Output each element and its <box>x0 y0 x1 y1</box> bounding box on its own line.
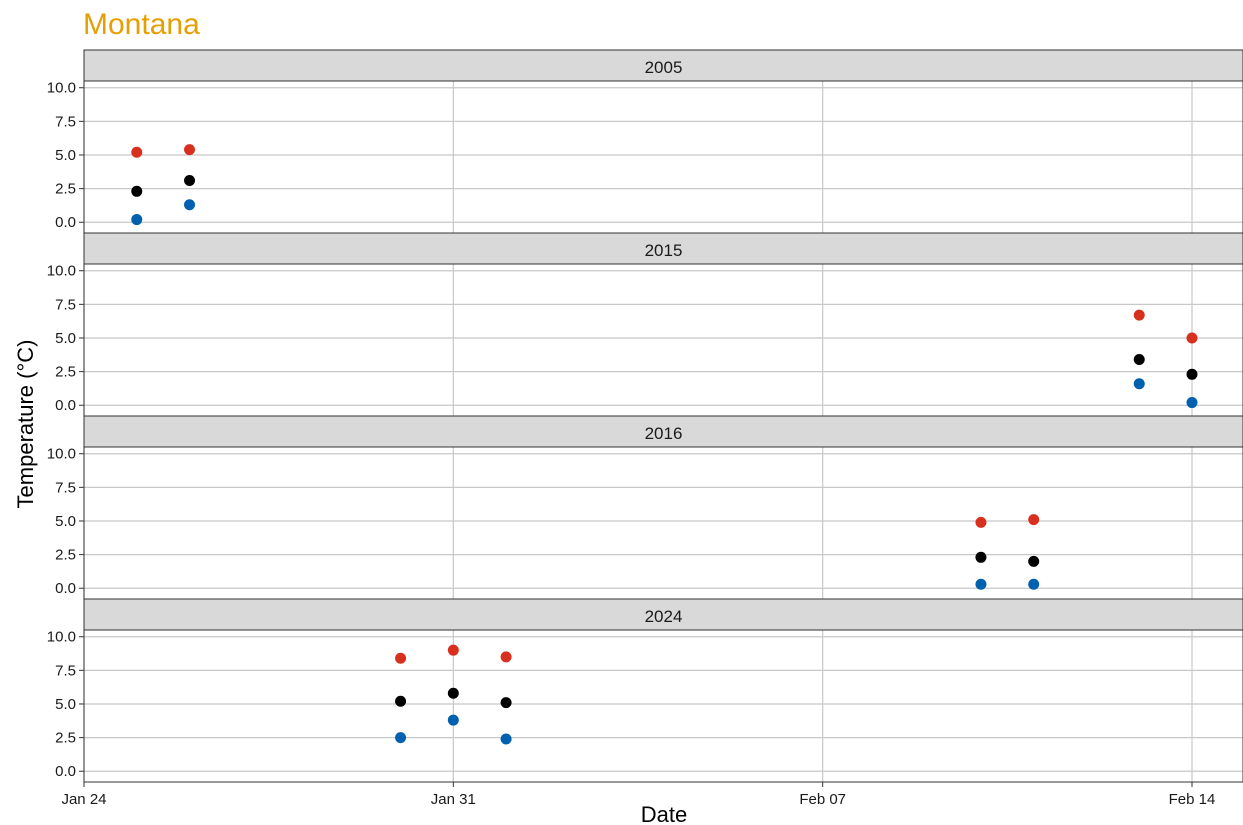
y-tick-label: 10.0 <box>47 446 76 463</box>
data-point-low <box>1028 578 1040 590</box>
data-point-high <box>500 651 512 663</box>
data-point-high <box>1186 332 1198 344</box>
series-low <box>1133 378 1198 409</box>
plot-area <box>83 446 1243 600</box>
y-tick-label: 5.0 <box>55 147 76 164</box>
facet-strip-label: 2016 <box>645 424 683 443</box>
data-point-low <box>184 199 196 211</box>
series-mean <box>1133 354 1198 380</box>
plot-area <box>83 80 1243 234</box>
y-tick-label: 7.5 <box>55 113 76 130</box>
data-point-mean <box>447 687 459 699</box>
series-mean <box>395 687 512 709</box>
y-tick-label: 2.5 <box>55 547 76 564</box>
facet-strip <box>83 598 1243 631</box>
facet-panel-2024: 2024 0.0 2.5 5.0 7.5 10.0 <box>47 598 1243 783</box>
plot-border <box>83 629 1243 783</box>
facet-strip <box>83 415 1243 448</box>
series-low <box>395 714 512 745</box>
x-axis: Jan 24 Jan 31 Feb 07 Feb 14 <box>61 782 1215 808</box>
data-point-low <box>500 733 512 745</box>
series-mean <box>975 551 1040 567</box>
data-point-high <box>447 644 459 656</box>
plot-area <box>83 629 1243 783</box>
data-point-high <box>395 652 407 664</box>
plot-area <box>83 263 1243 417</box>
series-high <box>975 514 1040 528</box>
y-tick-label: 10.0 <box>47 80 76 97</box>
facet-strip-label: 2015 <box>645 241 683 260</box>
facet-strip <box>83 232 1243 265</box>
data-point-mean <box>395 695 407 707</box>
data-point-mean <box>500 697 512 709</box>
chart-title: Montana <box>83 8 200 41</box>
y-tick-label: 0.0 <box>55 580 76 597</box>
data-point-high <box>1028 514 1040 526</box>
data-point-mean <box>131 185 143 197</box>
x-tick-label: Feb 14 <box>1169 791 1216 808</box>
x-tick-label: Feb 07 <box>799 791 846 808</box>
data-point-low <box>1133 378 1145 390</box>
y-tick-label: 10.0 <box>47 263 76 280</box>
x-tick-label: Jan 24 <box>61 791 106 808</box>
y-tick-label: 0.0 <box>55 397 76 414</box>
y-tick-label: 0.0 <box>55 763 76 780</box>
data-point-mean <box>1186 368 1198 380</box>
data-point-mean <box>975 551 987 563</box>
data-point-low <box>975 578 987 590</box>
data-point-mean <box>184 175 196 187</box>
data-point-low <box>131 214 143 226</box>
series-mean <box>131 175 196 197</box>
y-tick-label: 2.5 <box>55 181 76 198</box>
series-high <box>1133 309 1198 344</box>
y-tick-label: 5.0 <box>55 696 76 713</box>
data-point-low <box>1186 397 1198 409</box>
y-axis-title: Temperature (°C) <box>13 340 38 509</box>
series-high <box>395 644 512 664</box>
facet-panel-2016: 2016 0.0 2.5 5.0 7.5 10.0 <box>47 415 1243 600</box>
y-tick-label: 10.0 <box>47 629 76 646</box>
facet-panel-2005: 2005 0.0 2.5 5.0 7.5 10.0 <box>47 49 1243 234</box>
data-point-low <box>395 732 407 744</box>
y-tick-label: 7.5 <box>55 662 76 679</box>
series-low <box>131 199 196 226</box>
y-tick-label: 0.0 <box>55 214 76 231</box>
y-tick-label: 7.5 <box>55 296 76 313</box>
series-low <box>975 578 1040 590</box>
y-tick-label: 2.5 <box>55 730 76 747</box>
data-point-mean <box>1133 354 1145 366</box>
data-point-low <box>447 714 459 726</box>
y-tick-label: 7.5 <box>55 479 76 496</box>
facet-strip <box>83 49 1243 82</box>
y-tick-label: 2.5 <box>55 364 76 381</box>
data-point-high <box>184 144 196 156</box>
chart-panels: 2005 0.0 2.5 5.0 7.5 10.0 2015 0.0 2.5 5.0 7.5 10.0… <box>47 49 1243 783</box>
data-point-high <box>975 516 987 528</box>
facet-panel-2015: 2015 0.0 2.5 5.0 7.5 10.0 <box>47 232 1243 417</box>
facet-strip-label: 2005 <box>645 58 683 77</box>
x-tick-label: Jan 31 <box>431 791 476 808</box>
data-point-high <box>1133 309 1145 321</box>
data-point-mean <box>1028 555 1040 567</box>
y-tick-label: 5.0 <box>55 330 76 347</box>
facet-strip-label: 2024 <box>645 607 683 626</box>
x-axis-title: Date <box>641 802 687 825</box>
y-tick-label: 5.0 <box>55 513 76 530</box>
data-point-high <box>131 146 143 158</box>
series-high <box>131 144 196 158</box>
